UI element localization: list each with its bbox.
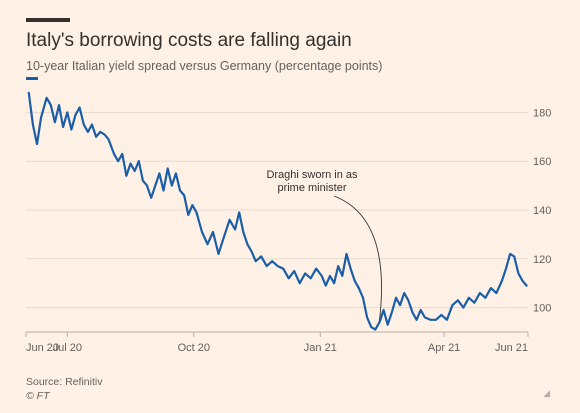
y-tick-label: 120 [533,254,551,266]
source-note: Source: Refinitiv [26,376,103,388]
y-tick-label: 140 [533,205,551,217]
chart-subtitle: 10-year Italian yield spread versus Germ… [26,59,383,73]
annotation-label: Draghi sworn in as [266,169,358,181]
annotation-connector [333,195,382,321]
y-tick-label: 160 [533,156,551,168]
y-tick-label: 180 [533,107,551,119]
x-tick-label: Oct 20 [178,342,210,354]
y-tick-label: 100 [533,303,551,315]
x-tick-label: Apr 21 [428,342,460,354]
copyright-note: © FT [26,390,50,402]
annotation-label: prime minister [277,182,346,194]
series-line [27,91,528,331]
x-tick-label: Jun 21 [495,342,528,354]
x-tick-label: Jun 20 [26,342,59,354]
x-tick-label: Jul 20 [53,342,82,354]
title-rule [26,18,70,22]
series-layer [27,91,528,331]
y-axis-ticks: 100 120 140 160 180 [533,107,551,314]
resize-grip-icon: ◢ [543,388,550,398]
x-tick-label: Jan 21 [304,342,337,354]
chart-title: Italy's borrowing costs are falling agai… [26,30,352,51]
series-swatch [26,77,38,80]
gridlines [26,111,528,309]
